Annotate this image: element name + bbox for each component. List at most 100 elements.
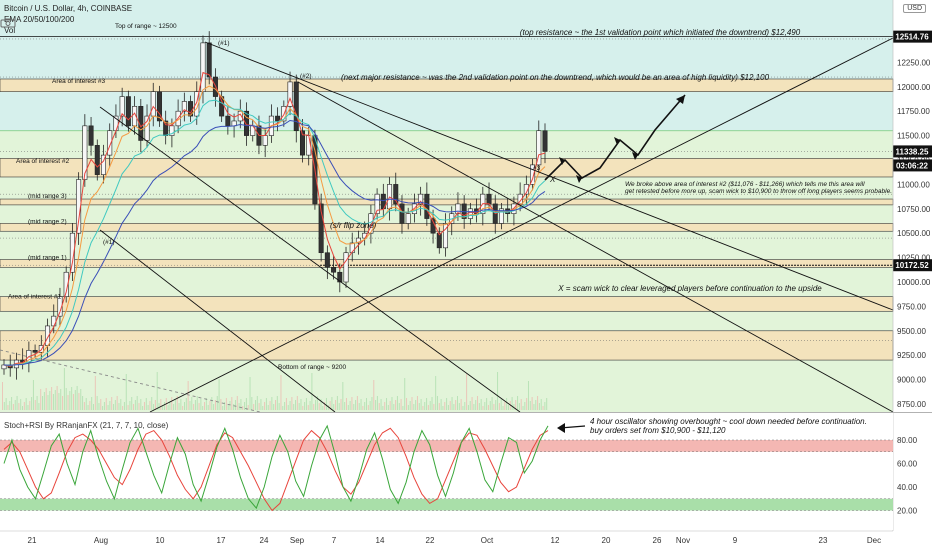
annotation-next-resistance: (next major resistance ~ was the 2nd val… [341, 73, 770, 82]
x-tick-label: 9 [733, 536, 738, 545]
volume-bar [511, 397, 513, 410]
volume-bar [360, 399, 362, 410]
volume-bar [351, 397, 353, 410]
volume-bar [375, 400, 377, 410]
volume-bar [340, 399, 342, 410]
volume-bar [156, 372, 158, 410]
volume-bar [318, 403, 320, 410]
oscillator-note-line1: 4 hour oscillator showing overbought ~ c… [590, 417, 867, 426]
volume-bar [469, 401, 471, 410]
candle-body [275, 115, 281, 122]
channel-line-upper [99, 106, 521, 413]
volume-bar [14, 400, 16, 410]
volume-bar [40, 389, 42, 410]
x-tick-label: 12 [551, 536, 560, 545]
volume-bar [264, 402, 266, 410]
uptrend-line [149, 37, 894, 413]
volume-bar [34, 400, 36, 410]
volume-bar [507, 405, 509, 410]
currency-button[interactable]: USD [903, 4, 926, 13]
volume-bar [78, 393, 80, 410]
volume-bar [63, 368, 65, 410]
x-tick-label: 10 [156, 536, 165, 545]
volume-bar [520, 399, 522, 410]
volume-bar [458, 403, 460, 410]
volume-bar [251, 397, 253, 410]
volume-bar [527, 381, 529, 410]
volume-bar [526, 398, 528, 410]
price-tick-label: 10500.00 [897, 229, 931, 238]
price-tag-bg [893, 259, 932, 272]
zone-label-5: Area of interest #1 [8, 293, 61, 300]
volume-bar [16, 396, 18, 410]
candle-body [318, 203, 324, 254]
volume-bar [316, 396, 318, 410]
volume-bar [43, 392, 45, 410]
lower-background [0, 130, 893, 412]
volume-bar [178, 403, 180, 410]
volume-bar [131, 397, 133, 410]
volume-bar [380, 399, 382, 410]
x-tick-label: 17 [217, 536, 226, 545]
candle-body [200, 42, 206, 92]
volume-bar [111, 397, 113, 410]
volume-bar [431, 397, 433, 410]
volume-bar [506, 398, 508, 410]
candle-body [324, 252, 330, 268]
candle-body [511, 203, 517, 214]
candle-body [523, 184, 529, 195]
volume-bar [76, 386, 78, 410]
volume-bar [358, 403, 360, 410]
volume-bar [540, 399, 542, 410]
volume-bar [269, 401, 271, 410]
volume-bar [515, 400, 517, 410]
zone-label-2: (mid range 3) [28, 193, 67, 200]
volume-bar [398, 403, 400, 410]
volume-bar [513, 404, 515, 410]
volume-bar [107, 405, 109, 410]
volume-bar [429, 401, 431, 410]
candle-body [194, 91, 200, 117]
volume-bar [537, 396, 539, 410]
projection-arrowhead [676, 95, 685, 104]
volume-bar [211, 397, 213, 410]
volume-bar [293, 404, 295, 410]
zone-label-3: (mid range 2) [28, 218, 67, 225]
candle-body [225, 115, 231, 127]
camera-icon[interactable] [0, 18, 16, 28]
volume-bar [29, 401, 31, 410]
volume-bar [446, 398, 448, 410]
volume-bar [3, 402, 5, 410]
price-tick-label: 10250.00 [897, 254, 931, 263]
x-tick-label: 14 [376, 536, 385, 545]
volume-bar [282, 406, 284, 410]
volume-bar [420, 399, 422, 410]
volume-bar [344, 402, 346, 410]
candle-body [299, 130, 305, 156]
volume-bar [265, 398, 267, 410]
marker-x: X [549, 175, 556, 184]
volume-bar [102, 406, 104, 410]
volume-bar [220, 399, 222, 410]
volume-bar [302, 406, 304, 410]
zone-label-1: Area of interest #2 [16, 158, 69, 165]
volume-bar [5, 398, 7, 410]
price-tick-label: 10000.00 [897, 278, 931, 287]
volume-bar [260, 399, 262, 410]
candle-body [455, 203, 461, 214]
volume-bar [240, 399, 242, 410]
x-tick-label: Aug [94, 536, 108, 545]
candle-body [94, 145, 100, 175]
volume-bar [538, 403, 540, 410]
volume-bar [426, 398, 428, 410]
volume-bar [194, 400, 196, 410]
price-tick-label: 12000.00 [897, 83, 931, 92]
oscillator-note-line2: buy orders set from $10,900 - $11,120 [590, 426, 726, 435]
volume-bar [169, 401, 171, 410]
candle-body [32, 350, 38, 353]
volume-bar [149, 401, 151, 410]
volume-bar [32, 380, 34, 410]
volume-bar [278, 403, 280, 410]
volume-bar [247, 405, 249, 410]
